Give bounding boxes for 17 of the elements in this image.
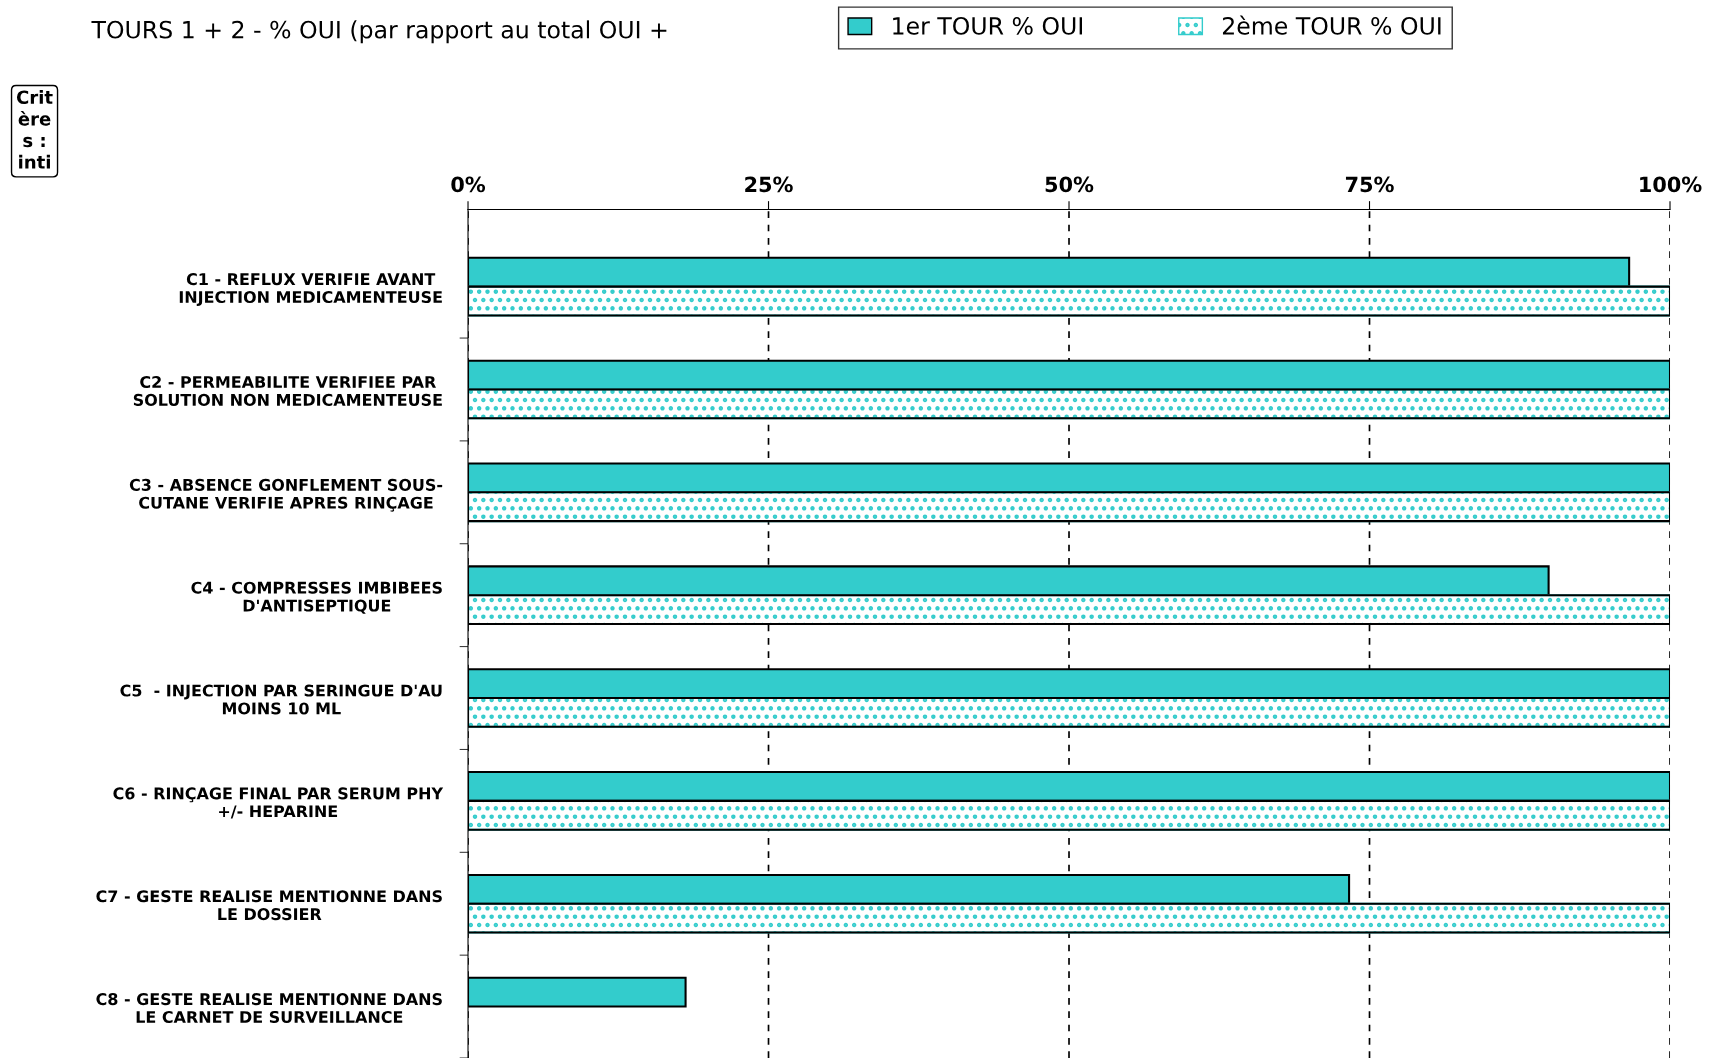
y-tick-label: C7 - GESTE REALISE MENTIONNE DANS LE DOSSIER (96, 890, 442, 921)
text: Crit ère s : inti (16, 90, 53, 169)
y-tick-label: C1 - REFLUX VERIFIE AVANT INJECTION MEDICAMENTEUSE (179, 273, 442, 307)
x-tick-label: 100% (1640, 176, 1702, 193)
y-tick-label: C6 - RINÇAGE FINAL PAR SERUM PHY +/- HEPARINE (113, 787, 444, 819)
x-tick-label: 50% (1045, 176, 1094, 193)
y-tick-label: C5 - INJECTION PAR SERINGUE D'AU MOINS 10 ML (120, 684, 442, 715)
legend-label: 2ème TOUR % OUI (1222, 15, 1441, 35)
chart-title: TOURS 1 + 2 - % OUI (par rapport au total OUI + (91, 20, 667, 44)
x-tick-label: 0% (451, 176, 486, 193)
x-tick-label: 25% (745, 176, 793, 193)
y-tick-label: C8 - GESTE REALISE MENTIONNE DANS LE CARNET DE SURVEILLANCE (96, 993, 442, 1024)
x-tick-label: 75% (1345, 176, 1394, 193)
y-tick-label: C2 - PERMEABILITE VERIFIEE PAR SOLUTION NON MEDICAMENTEUSE (133, 375, 442, 406)
y-tick-label: C4 - COMPRESSES IMBIBEES D'ANTISEPTIQUE (191, 581, 442, 614)
y-tick-label: C3 - ABSENCE GONFLEMENT SOUS- CUTANE VERIFIE APRES RINÇAGE (129, 478, 443, 512)
legend-label: 1er TOUR % OUI (893, 16, 1082, 35)
